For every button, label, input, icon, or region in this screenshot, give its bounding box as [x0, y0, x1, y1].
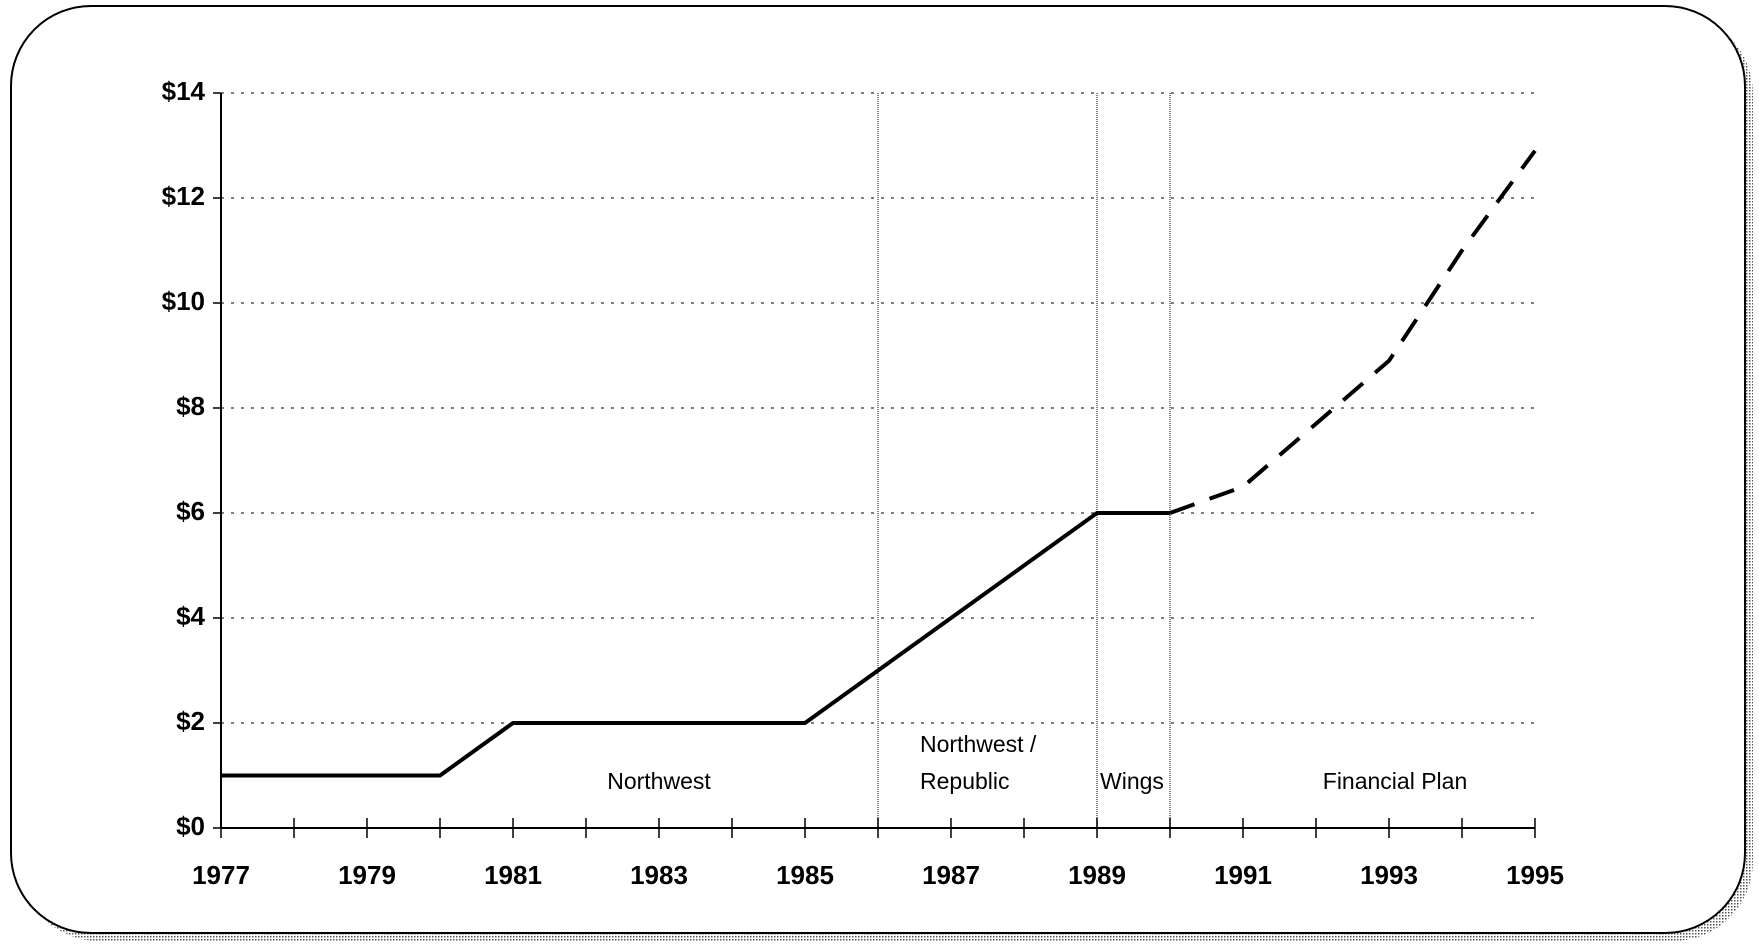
- data-line: [1169, 149, 1537, 515]
- annotation: Northwest: [607, 768, 711, 794]
- x-tick-label: 1995: [1506, 860, 1564, 890]
- y-tick-label: $10: [162, 286, 205, 316]
- x-tick-label: 1989: [1068, 860, 1126, 890]
- y-tick-label: $8: [176, 391, 205, 421]
- y-tick-label: $6: [176, 496, 205, 526]
- x-tick-label: 1983: [630, 860, 688, 890]
- annotation: Wings: [1100, 768, 1164, 794]
- x-tick-label: 1987: [922, 860, 980, 890]
- y-tick-label: $12: [162, 181, 205, 211]
- annotation: Northwest /: [920, 731, 1037, 757]
- x-tick-label: 1993: [1360, 860, 1418, 890]
- annotation: Financial Plan: [1323, 768, 1467, 794]
- data-line: [221, 511, 1170, 778]
- y-tick-label: $14: [162, 76, 206, 106]
- x-tick-label: 1985: [776, 860, 834, 890]
- y-tick-label: $4: [176, 601, 205, 631]
- annotation: Republic: [920, 768, 1010, 794]
- x-tick-label: 1991: [1214, 860, 1272, 890]
- x-tick-label: 1977: [192, 860, 250, 890]
- x-tick-label: 1981: [484, 860, 542, 890]
- x-tick-label: 1979: [338, 860, 396, 890]
- y-tick-label: $2: [176, 706, 205, 736]
- y-tick-label: $0: [176, 811, 205, 841]
